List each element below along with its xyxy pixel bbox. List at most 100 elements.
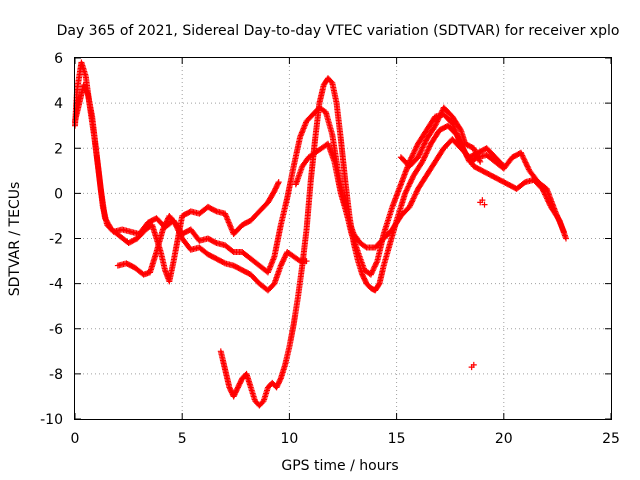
data-point [280, 257, 287, 264]
data-point [370, 266, 377, 273]
data-point [367, 271, 374, 278]
data-point [413, 188, 420, 195]
data-point [457, 125, 464, 132]
data-point [174, 226, 181, 233]
data-point [519, 152, 526, 159]
data-point [411, 147, 418, 154]
data-point [472, 149, 479, 156]
data-point [418, 145, 425, 152]
data-point [518, 151, 525, 158]
data-point [416, 151, 423, 158]
data-point [163, 218, 170, 225]
x-tick-label: 20 [495, 431, 513, 447]
data-point [174, 224, 181, 231]
data-point [409, 198, 416, 205]
data-point [409, 196, 416, 203]
data-point [409, 153, 416, 160]
data-point [279, 258, 286, 265]
data-point [175, 227, 182, 234]
data-point [475, 154, 482, 161]
data-point [420, 156, 427, 163]
data-point [524, 163, 531, 170]
data-point [540, 187, 547, 194]
data-point [499, 162, 506, 169]
plot-area [72, 59, 569, 409]
data-point [277, 262, 284, 269]
y-tick-label: -8 [49, 367, 63, 383]
data-point [472, 147, 479, 154]
data-point [404, 184, 411, 191]
x-tick-label: 5 [178, 431, 187, 447]
data-point [161, 223, 168, 230]
data-point [419, 158, 426, 165]
data-point [161, 222, 168, 229]
data-point [562, 235, 569, 242]
data-point [160, 225, 167, 232]
data-point [369, 268, 376, 275]
data-point [212, 239, 219, 246]
data-point [175, 228, 182, 235]
data-point [422, 151, 429, 158]
y-tick-label: 0 [54, 186, 63, 202]
data-point [424, 147, 431, 154]
data-point [369, 267, 376, 274]
data-point [475, 156, 482, 163]
data-point [521, 156, 528, 163]
data-point [522, 159, 529, 166]
data-point [402, 188, 409, 195]
data-point [281, 255, 288, 262]
plot-frame [74, 57, 612, 420]
data-point [406, 203, 413, 210]
data-point [406, 180, 413, 187]
data-point [163, 219, 170, 226]
data-point [275, 179, 282, 186]
data-point [419, 157, 426, 164]
x-axis-label: GPS time / hours [281, 458, 398, 474]
data-point [454, 134, 461, 141]
data-point [423, 150, 430, 157]
y-tick-label: -4 [49, 277, 63, 293]
data-point [421, 154, 428, 161]
data-point [471, 146, 478, 153]
data-point [418, 147, 425, 154]
data-point [543, 194, 550, 201]
data-point [481, 201, 488, 208]
data-point [407, 179, 414, 186]
data-point [474, 152, 480, 159]
data-point [523, 162, 530, 169]
data-point [542, 192, 549, 199]
data-point [413, 190, 420, 197]
data-point [419, 144, 426, 151]
data-point [417, 148, 424, 155]
data-point [438, 110, 445, 117]
data-point [541, 190, 548, 197]
data-point [476, 157, 483, 164]
y-tick-label: 6 [54, 51, 63, 67]
data-point [544, 196, 551, 203]
data-point [436, 114, 443, 121]
y-tick-label: -10 [40, 412, 63, 428]
data-point [500, 163, 507, 170]
y-axis-label: SDTVAR / TECUs [7, 182, 23, 297]
data-point [177, 232, 184, 239]
data-point [408, 154, 415, 161]
data-point [473, 150, 480, 157]
data-point [411, 192, 418, 199]
data-point [434, 117, 441, 124]
data-point [425, 146, 432, 153]
data-point [371, 263, 378, 270]
x-tick-label: 25 [602, 431, 620, 447]
series-outliers [468, 197, 488, 371]
data-point [279, 259, 286, 266]
data-point [408, 177, 415, 184]
data-point [417, 150, 424, 157]
data-point [455, 135, 462, 142]
series-trace-e [292, 136, 507, 251]
data-point [159, 226, 166, 233]
data-point [432, 122, 439, 129]
data-point [435, 115, 442, 122]
data-point [517, 149, 524, 156]
data-point [545, 198, 552, 205]
data-point [362, 243, 369, 250]
